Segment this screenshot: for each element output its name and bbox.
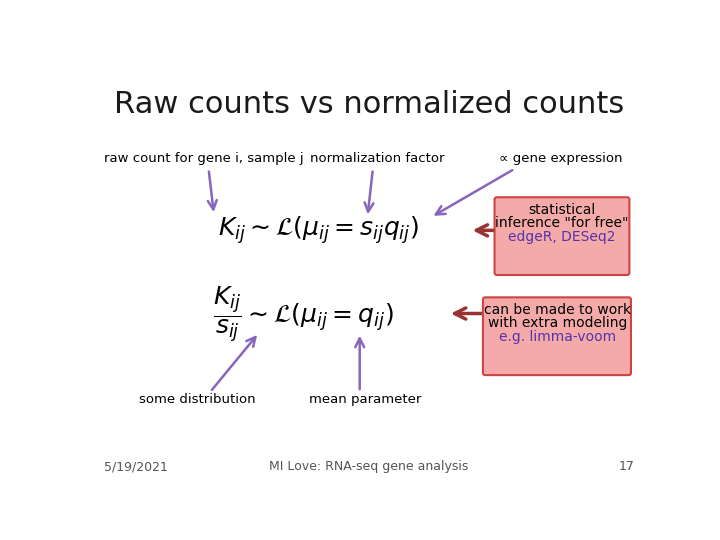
Text: can be made to work: can be made to work — [484, 302, 631, 316]
FancyBboxPatch shape — [483, 298, 631, 375]
Text: MI Love: RNA-seq gene analysis: MI Love: RNA-seq gene analysis — [269, 460, 469, 473]
Text: inference "for free": inference "for free" — [495, 215, 629, 230]
Text: raw count for gene i, sample j: raw count for gene i, sample j — [104, 152, 304, 165]
FancyBboxPatch shape — [495, 197, 629, 275]
Text: e.g. limma-voom: e.g. limma-voom — [499, 330, 616, 345]
Text: 5/19/2021: 5/19/2021 — [104, 460, 168, 473]
Text: $\dfrac{K_{ij}}{s_{ij}} \sim \mathcal{L}(\mu_{ij} = q_{ij})$: $\dfrac{K_{ij}}{s_{ij}} \sim \mathcal{L}… — [213, 285, 393, 345]
Text: with extra modeling: with extra modeling — [487, 316, 627, 330]
Text: Raw counts vs normalized counts: Raw counts vs normalized counts — [114, 90, 624, 119]
Text: some distribution: some distribution — [139, 393, 256, 406]
Text: $K_{ij} \sim \mathcal{L}(\mu_{ij} = s_{ij}q_{ij})$: $K_{ij} \sim \mathcal{L}(\mu_{ij} = s_{i… — [218, 214, 419, 246]
Text: normalization factor: normalization factor — [310, 152, 444, 165]
Text: edgeR, DESeq2: edgeR, DESeq2 — [508, 230, 616, 244]
Text: 17: 17 — [618, 460, 634, 473]
Text: ∝ gene expression: ∝ gene expression — [499, 152, 623, 165]
Text: mean parameter: mean parameter — [309, 393, 421, 406]
Text: statistical: statistical — [528, 202, 595, 217]
